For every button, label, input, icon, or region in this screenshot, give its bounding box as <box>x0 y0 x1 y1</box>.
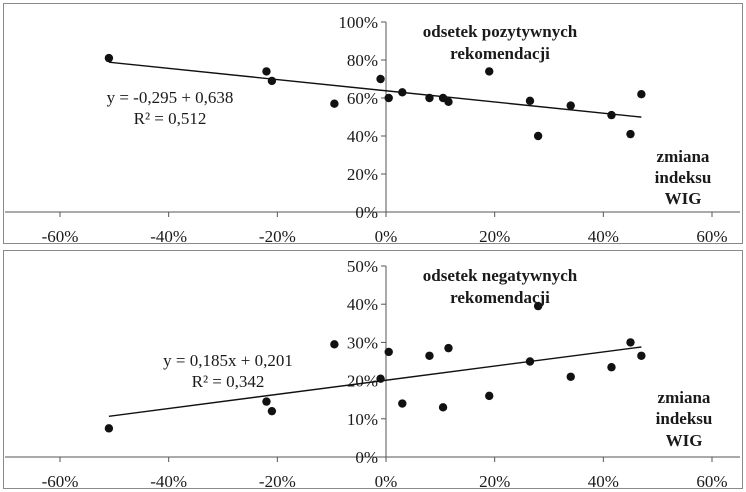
data-points <box>104 301 646 433</box>
data-point <box>384 93 393 103</box>
data-point <box>637 90 646 99</box>
data-point <box>607 363 616 372</box>
x-tick-label: 0% <box>375 472 398 491</box>
y-tick-label: 40% <box>347 295 378 314</box>
x-tick-label: -60% <box>42 472 79 491</box>
x-tick-labels: -60% -40% -20% 0% 20% 40% 60% <box>42 457 728 491</box>
y-tick-label: 0% <box>355 448 378 467</box>
chart-title-line-1: odsetek negatywnych <box>423 266 578 285</box>
panel-frame-negative <box>3 250 743 489</box>
data-point <box>267 76 277 86</box>
x-axis-label-line-2: indeksu <box>655 168 712 187</box>
x-tick-label: -20% <box>259 227 296 246</box>
data-point <box>398 88 407 97</box>
x-tick-label: -40% <box>150 227 187 246</box>
y-tick-label: 100% <box>338 13 378 32</box>
data-point <box>485 391 494 401</box>
data-point <box>330 340 339 349</box>
y-tick-label: 10% <box>347 410 378 429</box>
data-point <box>262 67 271 76</box>
data-point <box>104 424 114 433</box>
data-point <box>626 338 635 347</box>
x-axis-label-line-1: zmiana <box>658 388 711 407</box>
data-point <box>384 347 393 357</box>
x-axis-label-line-2: indeksu <box>656 409 713 428</box>
y-tick-labels: 0% 10% 20% 30% 40% 50% <box>347 257 386 467</box>
data-point <box>267 406 277 416</box>
data-point <box>637 351 646 360</box>
y-tick-label: 20% <box>347 165 378 184</box>
x-tick-label: 20% <box>479 472 510 491</box>
data-point <box>330 99 339 108</box>
trend-equation: y = 0,185x + 0,201 <box>163 351 293 370</box>
y-tick-label: 30% <box>347 333 378 352</box>
x-tick-label: 0% <box>375 227 398 246</box>
data-point <box>533 131 543 141</box>
data-point <box>104 53 114 63</box>
x-tick-label: 20% <box>479 227 510 246</box>
r-squared: R² = 0,342 <box>192 372 265 391</box>
x-tick-label: 40% <box>588 227 619 246</box>
y-tick-label: 60% <box>347 89 378 108</box>
x-axis-label-line-1: zmiana <box>657 147 710 166</box>
data-point <box>262 397 271 406</box>
data-point <box>398 399 407 408</box>
data-point <box>525 357 535 366</box>
data-point <box>525 96 535 106</box>
y-tick-label: 40% <box>347 127 378 146</box>
data-point <box>444 343 453 353</box>
chart-title-line-1: odsetek pozytywnych <box>423 22 578 41</box>
x-axis-label-line-3: WIG <box>665 189 702 208</box>
data-point <box>438 403 448 412</box>
y-tick-label: 0% <box>355 203 378 222</box>
x-tick-labels: -60% -40% -20% 0% 20% 40% 60% <box>42 212 728 246</box>
x-tick-label: 40% <box>588 472 619 491</box>
data-point <box>376 74 385 84</box>
x-axis-label-line-3: WIG <box>666 431 703 450</box>
data-point <box>566 372 575 381</box>
trend-line <box>108 61 642 118</box>
chart-title-line-2: rekomendacji <box>450 44 550 63</box>
x-tick-label: -60% <box>42 227 79 246</box>
chart-panel-positive: -60% -40% -20% 0% 20% 40% 60% 0% 20% 40% 60% 80% 10… <box>5 13 740 246</box>
chart-title-line-2: rekomendacji <box>450 288 550 307</box>
x-tick-label: -20% <box>259 472 296 491</box>
data-point <box>376 374 385 383</box>
x-tick-label: -40% <box>150 472 187 491</box>
data-points <box>104 53 646 141</box>
y-tick-label: 50% <box>347 257 378 276</box>
data-point <box>626 129 635 139</box>
data-point <box>425 351 434 360</box>
trend-line <box>108 346 642 417</box>
chart-panel-negative: -60% -40% -20% 0% 20% 40% 60% 0% 10% 20% 30% 40% 50… <box>5 257 740 491</box>
data-point <box>607 110 616 120</box>
data-point <box>425 93 434 103</box>
data-point <box>566 101 575 110</box>
data-point <box>444 97 453 107</box>
y-tick-label: 20% <box>347 372 378 391</box>
x-tick-label: 60% <box>696 472 727 491</box>
r-squared: R² = 0,512 <box>134 109 207 128</box>
y-tick-label: 80% <box>347 51 378 70</box>
panel-frame-positive <box>3 3 743 244</box>
data-point <box>533 301 543 311</box>
trend-equation: y = -0,295 + 0,638 <box>107 88 234 107</box>
data-point <box>485 67 494 76</box>
y-tick-labels: 0% 20% 40% 60% 80% 100% <box>338 13 386 222</box>
x-tick-label: 60% <box>696 227 727 246</box>
